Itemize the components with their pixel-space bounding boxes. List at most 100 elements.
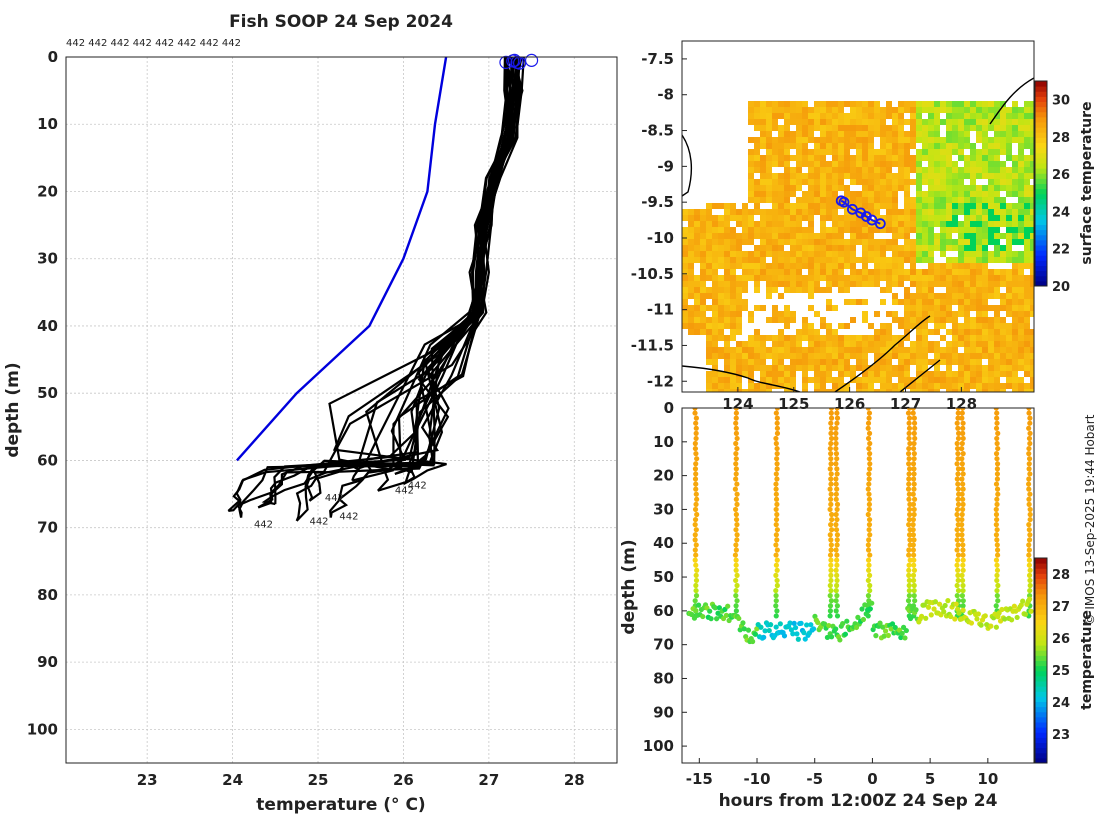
section-dot [834,471,840,477]
map-y-tick-label: -8 [657,86,674,104]
section-dot [907,511,913,518]
section-dot [968,620,975,626]
sst-cell [706,383,712,389]
sst-cell [682,305,688,311]
sst-cell [1018,161,1024,167]
sst-cell [958,221,964,227]
sst-cell [796,125,802,131]
sst-cell [910,299,916,305]
sst-cell [994,371,1000,377]
sst-cell [898,215,904,221]
sst-cell [898,359,904,365]
sst-cell [874,113,880,119]
section-dot [733,471,739,477]
sst-cell [1018,167,1024,173]
sst-cell [808,365,814,371]
sst-cell [772,161,778,167]
temperature-colorbar-swatch [1035,619,1047,626]
sst-cell [892,365,898,371]
sst-cell [994,179,1000,185]
section-dot [906,471,912,477]
sst-cell [820,383,826,389]
sst-cell [916,131,922,137]
sst-cell [838,341,844,347]
sst-cell [856,197,862,203]
sst-cell [904,101,910,107]
sst-cell [994,215,1000,221]
sst-cell [904,239,910,245]
section-dot [911,593,917,599]
sst-cell [976,389,982,392]
sst-cell [934,347,940,353]
sst-cell [1024,179,1030,185]
sst-cell [952,191,958,197]
sst-cell [982,185,988,191]
section-dot [828,410,834,416]
sst-cell [916,137,922,143]
sst-cell [982,383,988,389]
sst-cell [766,365,772,371]
sst-cell [922,143,928,149]
sst-cell [808,263,814,269]
section-dot [1027,506,1033,513]
sst-cell [700,281,706,287]
sst-cell [790,137,796,143]
sst-cell [898,299,904,305]
sst-cell [712,329,718,335]
sst-cell [994,203,1000,209]
section-dot [954,593,960,599]
sst-cell [946,155,952,161]
sst-cell [820,317,826,323]
sst-cell [1024,281,1030,287]
sst-cell [1000,293,1006,299]
sst-cell [838,233,844,239]
section-dot [733,410,739,416]
temperature-profile [376,56,512,492]
sst-cell [850,353,856,359]
sst-cell [1006,203,1012,209]
sst-cell [910,377,916,383]
sst-cell [784,227,790,233]
sst-cell [862,185,868,191]
sst-cell [802,239,808,245]
section-dot [911,481,917,487]
sst-cell [982,377,988,383]
sst-cell [1006,371,1012,377]
section-dot [1026,537,1033,543]
section-dot [773,516,780,523]
section-dot [827,486,833,492]
temperature-colorbar-swatch [1035,727,1047,733]
sst-cell [730,209,736,215]
sst-cell [910,263,916,269]
sst-cell [940,347,946,353]
sst-cell [1018,227,1024,233]
sst-cell [778,161,784,167]
sst-cell [778,191,784,197]
sst-cell [1018,323,1024,329]
section-dot [994,496,1000,502]
sst-cell [958,245,964,251]
sst-cell [862,233,868,239]
sst-cell [1000,353,1006,359]
sst-cell [1024,239,1030,245]
sst-cell [928,263,934,269]
section-dot [994,562,1000,568]
sst-cell [754,335,760,341]
sst-cell [922,167,928,173]
sst-cell [952,215,958,221]
sst-cell [760,131,766,137]
sst-cell [730,317,736,323]
sst-cell [982,311,988,317]
sst-cell [856,233,862,239]
sst-cell [874,203,880,209]
sst-cell [922,371,928,377]
sst-cell [748,359,754,365]
sst-cell [892,269,898,275]
sst-cell [688,329,694,335]
sst-cell [832,377,838,383]
sst-cell [862,239,868,245]
sst-cell [1000,281,1006,287]
sst-cell [820,341,826,347]
section-dot [694,496,700,502]
sst-cell [826,359,832,365]
